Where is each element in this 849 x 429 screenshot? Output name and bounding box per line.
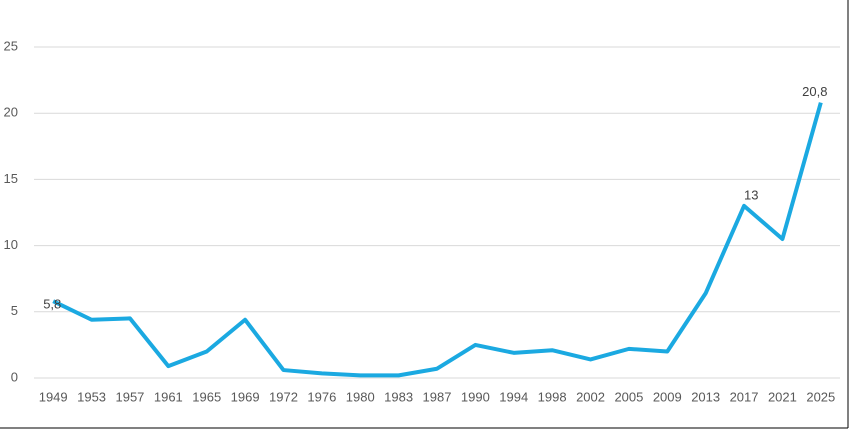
data-label: 20,8 [802,84,827,99]
x-tick-label: 2009 [653,389,682,404]
y-tick-label: 10 [4,237,18,252]
data-label: 13 [744,187,758,202]
x-tick-label: 1987 [423,389,452,404]
x-tick-label: 1972 [269,389,298,404]
x-tick-label: 1983 [384,389,413,404]
x-tick-label: 1998 [538,389,567,404]
x-tick-label: 2025 [806,389,835,404]
x-tick-label: 2021 [768,389,797,404]
x-tick-label: 1953 [77,389,106,404]
x-tick-label: 1990 [461,389,490,404]
y-tick-label: 20 [4,105,18,120]
x-tick-label: 2013 [691,389,720,404]
x-tick-label: 2002 [576,389,605,404]
y-tick-label: 0 [11,369,18,384]
data-label: 5,8 [43,297,61,312]
x-tick-label: 2017 [730,389,759,404]
x-tick-label: 1976 [307,389,336,404]
y-tick-label: 5 [11,303,18,318]
x-tick-label: 1965 [192,389,221,404]
y-tick-label: 25 [4,38,18,53]
y-tick-label: 15 [4,171,18,186]
x-tick-label: 1980 [346,389,375,404]
x-tick-label: 1957 [115,389,144,404]
x-tick-label: 1969 [231,389,260,404]
x-tick-label: 1994 [499,389,528,404]
x-tick-label: 2005 [614,389,643,404]
x-tick-label: 1961 [154,389,183,404]
data-line [52,102,823,378]
x-tick-label: 1949 [39,389,68,404]
